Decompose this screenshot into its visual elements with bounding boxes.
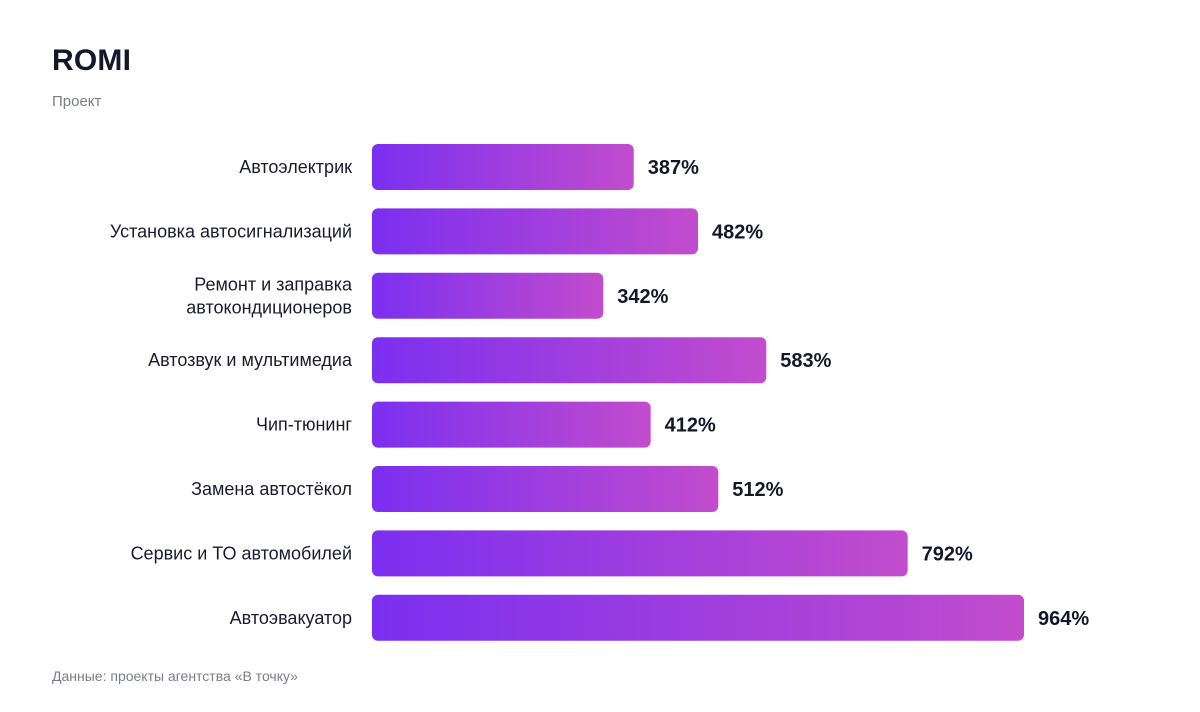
category-label-4: Чип-тюнинг <box>256 415 352 435</box>
bar-6 <box>372 530 908 577</box>
category-label-line: Чип-тюнинг <box>256 415 352 435</box>
category-label-line: Сервис и ТО автомобилей <box>131 543 352 563</box>
value-label-5: 512% <box>732 479 783 501</box>
category-label-line: автокондиционеров <box>186 297 352 317</box>
value-label-0: 387% <box>648 157 699 179</box>
value-label-1: 482% <box>712 221 763 243</box>
chart-subtitle: Проект <box>52 93 102 110</box>
category-label-line: Установка автосигнализаций <box>110 221 352 241</box>
category-label-0: Автоэлектрик <box>239 157 352 177</box>
category-label-line: Автоэлектрик <box>239 157 352 177</box>
value-label-4: 412% <box>665 415 716 437</box>
value-label-6: 792% <box>922 543 973 565</box>
chart-title: ROMI <box>52 44 132 77</box>
value-label-2: 342% <box>617 286 668 308</box>
bar-0 <box>372 144 634 190</box>
category-label-line: Автоэвакуатор <box>230 608 352 628</box>
category-label-1: Установка автосигнализаций <box>110 221 352 241</box>
category-label-3: Автозвук и мультимедиа <box>148 350 353 370</box>
category-label-5: Замена автостёкол <box>191 479 352 499</box>
category-label-line: Ремонт и заправка <box>194 274 353 294</box>
bar-5 <box>372 466 719 512</box>
bar-1 <box>372 208 698 255</box>
value-label-3: 583% <box>780 350 831 372</box>
bar-7 <box>372 594 1024 641</box>
bar-4 <box>372 401 651 448</box>
category-label-6: Сервис и ТО автомобилей <box>131 543 352 563</box>
data-source-note: Данные: проекты агентства «В точку» <box>52 668 298 684</box>
value-label-7: 964% <box>1038 608 1089 630</box>
bar-3 <box>372 337 767 384</box>
category-label-line: Автозвук и мультимедиа <box>148 350 353 370</box>
bar-2 <box>372 272 604 319</box>
category-label-2: Ремонт и заправка автокондиционеров <box>186 274 353 317</box>
category-label-line: Замена автостёкол <box>191 479 352 499</box>
category-label-7: Автоэвакуатор <box>230 608 352 628</box>
